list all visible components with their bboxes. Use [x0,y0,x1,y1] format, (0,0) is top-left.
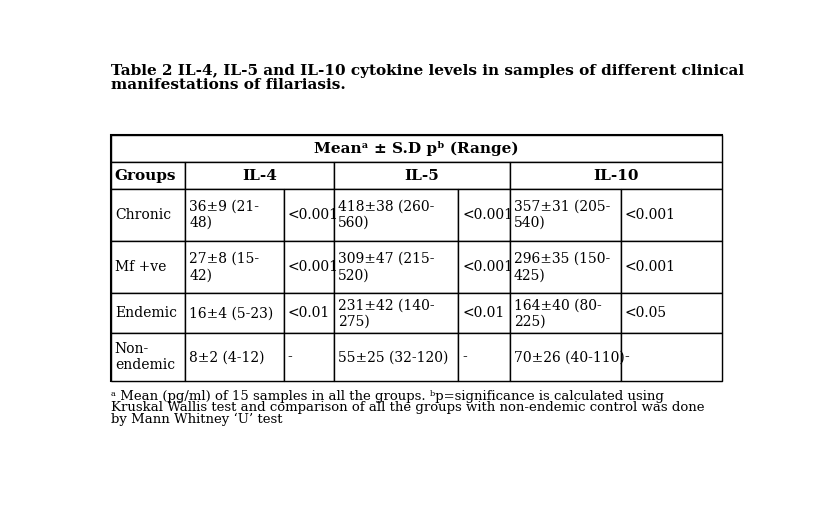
Bar [334,241,458,293]
Text: Chronic: Chronic [115,208,171,222]
Text: -: - [288,350,293,364]
Bar [621,293,722,333]
Bar [510,333,621,381]
Text: <0.001: <0.001 [462,208,513,222]
Text: 296±35 (150-
425): 296±35 (150- 425) [514,252,611,282]
Bar [621,333,722,381]
Text: -: - [624,350,629,364]
Text: <0.01: <0.01 [462,306,504,320]
Text: Table 2 IL-4, IL-5 and IL-10 cytokine levels in samples of different clinical: Table 2 IL-4, IL-5 and IL-10 cytokine le… [111,64,744,78]
Bar [334,333,458,381]
Bar [334,163,510,189]
Text: 16±4 (5-23): 16±4 (5-23) [189,306,273,320]
Text: 8±2 (4-12): 8±2 (4-12) [189,350,265,364]
Text: <0.05: <0.05 [624,306,667,320]
Text: 164±40 (80-
225): 164±40 (80- 225) [514,298,602,328]
Bar [284,241,334,293]
Bar [111,163,185,189]
Bar [185,241,284,293]
Bar [334,189,458,241]
Text: Kruskal Wallis test and comparison of all the groups with non-endemic control wa: Kruskal Wallis test and comparison of al… [111,401,704,414]
Text: Meanᵃ ± S.D pᵇ (Range): Meanᵃ ± S.D pᵇ (Range) [314,141,519,156]
Text: IL-10: IL-10 [593,168,638,183]
Bar [284,333,334,381]
Bar [284,293,334,333]
Bar [510,163,722,189]
Text: Mf +ve: Mf +ve [115,260,166,274]
Text: <0.001: <0.001 [288,208,339,222]
Bar [621,189,722,241]
Bar [334,293,458,333]
Bar [510,293,621,333]
Text: <0.001: <0.001 [462,260,513,274]
Bar [458,241,510,293]
Text: 36±9 (21-
48): 36±9 (21- 48) [189,200,259,230]
Text: 70±26 (40-110): 70±26 (40-110) [514,350,624,364]
Text: Non-
endemic: Non- endemic [115,342,175,372]
Bar [185,293,284,333]
Bar [621,241,722,293]
Text: 231±42 (140-
275): 231±42 (140- 275) [338,298,435,328]
Text: <0.001: <0.001 [624,208,676,222]
Text: IL-4: IL-4 [242,168,277,183]
Bar [458,333,510,381]
Text: -: - [462,350,467,364]
Text: manifestations of filariasis.: manifestations of filariasis. [111,78,346,92]
Bar [458,189,510,241]
Text: 309±47 (215-
520): 309±47 (215- 520) [338,252,434,282]
Bar [111,293,185,333]
Bar [185,163,334,189]
Text: <0.01: <0.01 [288,306,330,320]
Text: <0.001: <0.001 [288,260,339,274]
Bar [111,135,722,163]
Text: ᵃ Mean (pg/ml) of 15 samples in all the groups. ᵇp=significance is calculated us: ᵃ Mean (pg/ml) of 15 samples in all the … [111,389,663,403]
Text: 27±8 (15-
42): 27±8 (15- 42) [189,252,259,282]
Bar [111,135,722,381]
Bar [510,241,621,293]
Text: <0.001: <0.001 [624,260,676,274]
Bar [185,189,284,241]
Bar [111,333,185,381]
Bar [185,333,284,381]
Text: IL-5: IL-5 [405,168,440,183]
Text: Groups: Groups [115,168,176,183]
Bar [111,241,185,293]
Bar [111,189,185,241]
Text: 357±31 (205-
540): 357±31 (205- 540) [514,200,611,230]
Text: 418±38 (260-
560): 418±38 (260- 560) [338,200,434,230]
Bar [284,189,334,241]
Text: by Mann Whitney ‘U’ test: by Mann Whitney ‘U’ test [111,412,282,426]
Text: 55±25 (32-120): 55±25 (32-120) [338,350,449,364]
Text: Endemic: Endemic [115,306,176,320]
Bar [458,293,510,333]
Bar [510,189,621,241]
